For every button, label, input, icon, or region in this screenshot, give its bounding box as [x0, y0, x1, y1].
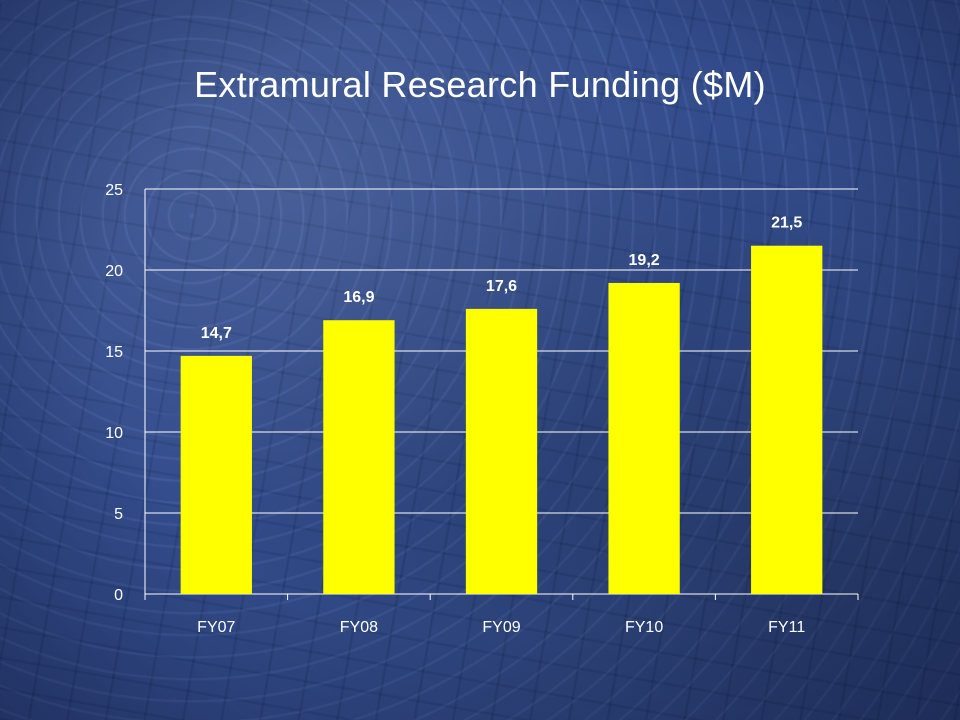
y-tick-label: 5 [114, 506, 123, 523]
data-label: 19,2 [629, 252, 660, 269]
y-tick-label: 15 [105, 344, 123, 361]
chart-title: Extramural Research Funding ($M) [194, 64, 766, 105]
y-tick-label: 10 [105, 425, 123, 442]
data-label: 21,5 [771, 215, 802, 232]
bar-fy10 [608, 282, 680, 594]
bar-fy08 [323, 320, 395, 594]
x-tick-label: FY07 [197, 619, 235, 636]
x-tick-label: FY10 [625, 619, 663, 636]
data-label: 16,9 [343, 289, 374, 306]
y-tick-label: 25 [105, 182, 123, 199]
x-tick-label: FY11 [768, 619, 805, 636]
x-tick-label: FY08 [340, 619, 378, 636]
y-tick-label: 0 [114, 587, 123, 604]
x-tick-label: FY09 [482, 619, 520, 636]
bar-fy11 [751, 245, 823, 594]
y-tick-label: 20 [105, 263, 123, 280]
data-label: 17,6 [486, 278, 517, 295]
bar-fy09 [465, 308, 538, 594]
data-label: 14,7 [201, 325, 232, 342]
bar-fy07 [180, 355, 252, 594]
